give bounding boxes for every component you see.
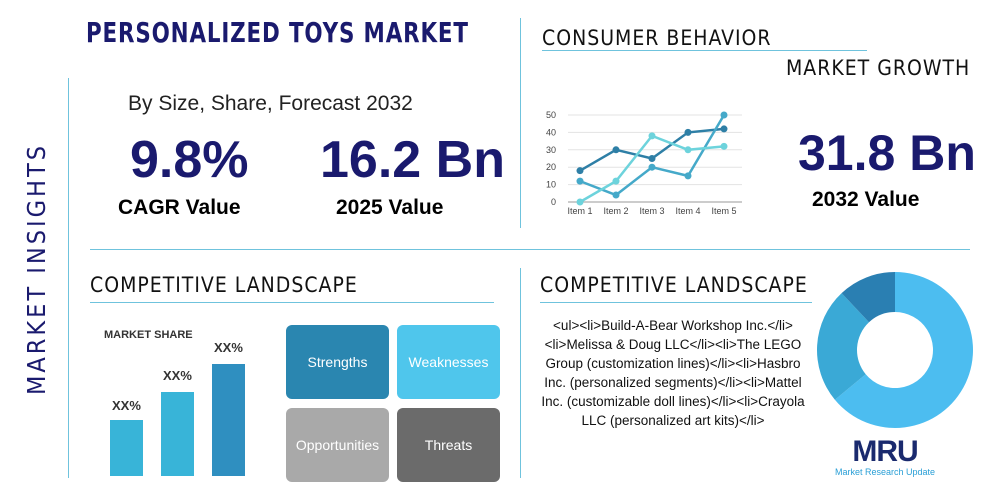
swot-strengths: Strengths xyxy=(286,325,389,399)
logo-mark: MRU xyxy=(852,435,918,468)
bar-1-label: XX% xyxy=(112,398,141,413)
page-title: PERSONALIZED TOYS MARKET xyxy=(86,16,469,49)
y-tick-label: 50 xyxy=(546,110,556,120)
data-point xyxy=(576,167,584,175)
bar-1 xyxy=(110,420,143,476)
x-tick-label: Item 2 xyxy=(603,206,628,216)
donut-slice-1 xyxy=(817,293,869,400)
bar-2-label: XX% xyxy=(163,368,192,383)
x-tick-label: Item 5 xyxy=(711,206,736,216)
consumer-title: CONSUMER BEHAVIOR xyxy=(542,26,772,50)
data-point xyxy=(720,125,728,133)
data-point xyxy=(684,146,692,154)
cagr-label: CAGR Value xyxy=(118,196,241,219)
market-share-label: MARKET SHARE xyxy=(104,329,193,341)
data-point xyxy=(648,132,656,140)
data-point xyxy=(648,163,656,171)
swot-weaknesses: Weaknesses xyxy=(397,325,500,399)
left-landscape-title: COMPETITIVE LANDSCAPE xyxy=(90,273,358,297)
logo-text: Market Research Update xyxy=(834,467,936,477)
side-label: MARKET INSIGHTS xyxy=(22,143,51,395)
data-point xyxy=(576,177,584,185)
data-point xyxy=(720,142,728,150)
cagr-value: 9.8% xyxy=(130,131,249,189)
bar-3 xyxy=(212,364,245,476)
swot-opportunities: Opportunities xyxy=(286,408,389,482)
data-point xyxy=(684,128,692,136)
data-point xyxy=(612,146,620,154)
line-chart: 0 10 20 30 40 50 Item 1 Item 2 Item 3 Item 4 Item … xyxy=(546,110,742,216)
data-point xyxy=(576,198,584,206)
donut-chart xyxy=(817,272,973,428)
x-tick-label: Item 4 xyxy=(675,206,700,216)
donut-slice-2 xyxy=(841,272,895,323)
value-2032: 31.8 Bn xyxy=(798,125,976,181)
bar-chart: XX% XX% XX% xyxy=(100,330,260,500)
bar-3-label: XX% xyxy=(214,340,243,355)
divider xyxy=(540,302,812,303)
growth-title: MARKET GROWTH xyxy=(786,56,971,80)
vertical-divider xyxy=(520,18,521,228)
y-tick-label: 0 xyxy=(551,197,556,207)
y-tick-label: 40 xyxy=(546,127,556,137)
y-tick-label: 20 xyxy=(546,162,556,172)
data-point xyxy=(720,111,728,119)
data-point xyxy=(612,177,620,185)
label-2025: 2025 Value xyxy=(336,196,444,219)
x-tick-label: Item 1 xyxy=(567,206,592,216)
label-2032: 2032 Value xyxy=(812,188,920,211)
data-point xyxy=(684,172,692,180)
x-tick-label: Item 3 xyxy=(639,206,664,216)
subtitle: By Size, Share, Forecast 2032 xyxy=(128,92,413,115)
competitor-list: <ul><li>Build-A-Bear Workshop Inc.</li><… xyxy=(541,318,805,428)
divider xyxy=(90,302,494,303)
y-tick-label: 10 xyxy=(546,180,556,190)
bar-2 xyxy=(161,392,194,476)
divider xyxy=(542,50,867,51)
y-tick-label: 30 xyxy=(546,145,556,155)
data-point xyxy=(612,191,620,199)
data-point xyxy=(648,155,656,162)
side-divider xyxy=(68,78,69,478)
vertical-divider-2 xyxy=(520,268,521,478)
right-landscape-title: COMPETITIVE LANDSCAPE xyxy=(540,273,808,297)
horizontal-divider xyxy=(90,249,970,250)
value-2025: 16.2 Bn xyxy=(320,131,505,189)
donut-slice-0 xyxy=(834,272,973,428)
swot-threats: Threats xyxy=(397,408,500,482)
logo: MRU Market Research Update xyxy=(830,435,940,478)
